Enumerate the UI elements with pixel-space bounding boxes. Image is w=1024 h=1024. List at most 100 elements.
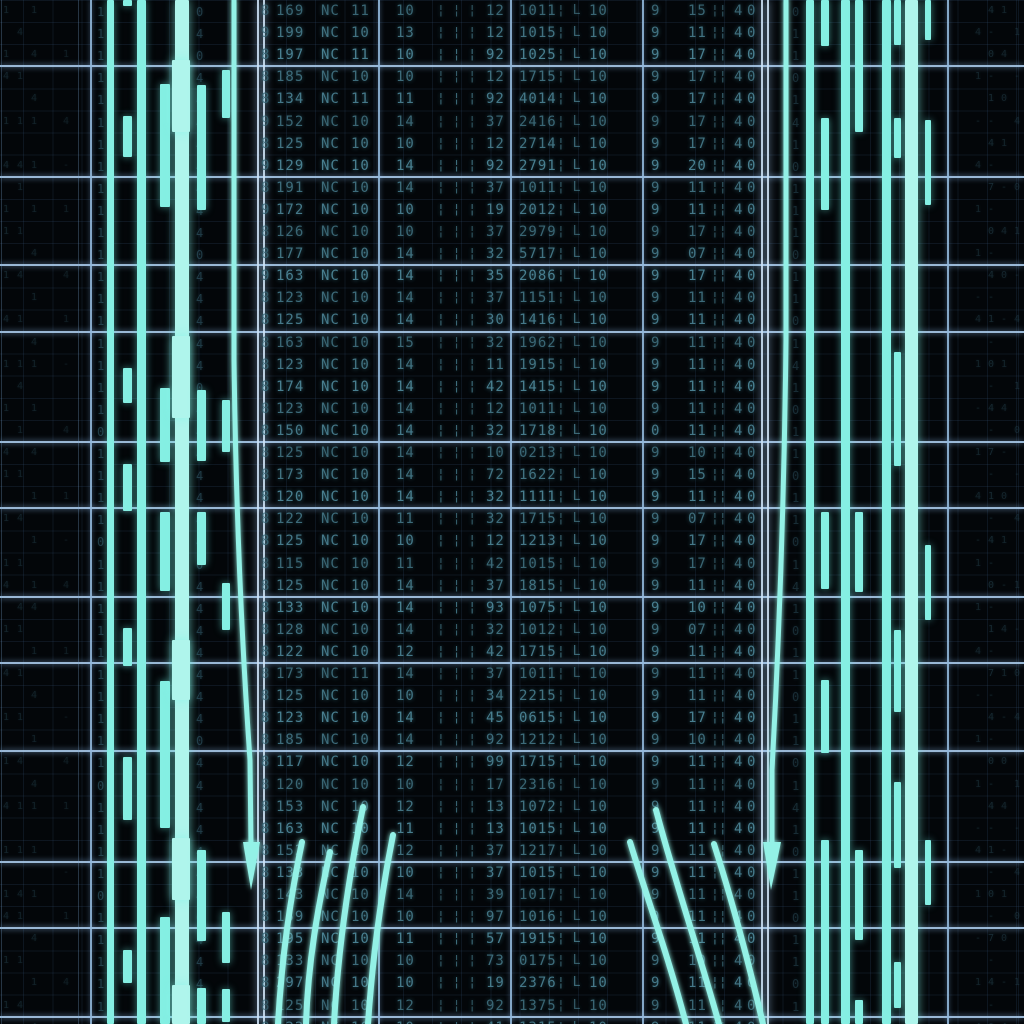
cell-id: 199 <box>276 25 305 42</box>
faint-digit: - <box>1001 579 1008 591</box>
faint-digit: 0 <box>792 911 800 926</box>
faint-digit: 4 <box>17 513 24 525</box>
faint-digit: 1 <box>97 800 105 815</box>
faint-digit: 1 <box>792 491 800 506</box>
faint-digit: 1 <box>97 623 105 638</box>
cell-value-7: 17 <box>688 268 707 285</box>
faint-digit: 1 <box>792 712 800 727</box>
faint-digit: 1 <box>988 93 995 105</box>
cell-value-1: 10 <box>351 25 370 42</box>
cell-pipe-separator: ¦¦ <box>711 91 727 107</box>
cell-const-zero: 0 <box>747 334 757 351</box>
faint-digit: - <box>988 292 995 304</box>
faint-digit: 4 <box>31 248 38 260</box>
faint-digit: 0 <box>1014 181 1021 193</box>
cell-l-flag: ¦ L <box>557 511 581 527</box>
cell-value-4: 1962 <box>519 334 557 351</box>
cell-value-6: 0 <box>651 422 661 439</box>
cell-value-5: 10 <box>589 91 608 108</box>
table-row: 8 150 NC 10 14 ¦ ¦ ¦ 32 1718 ¦ L 10 0 11 ¦¦ 4 0 <box>0 420 1024 442</box>
cell-lead-digit: 8 <box>261 3 271 19</box>
cell-value-3: 32 <box>486 422 505 439</box>
cell-value-7: 07 <box>688 246 707 263</box>
cell-pipe-separator: ¦ ¦ ¦ <box>437 268 477 284</box>
faint-digit: - <box>1001 712 1008 724</box>
cell-value-3: 37 <box>486 179 505 196</box>
faint-digit: 4 <box>196 336 204 351</box>
cell-const-zero: 0 <box>747 511 757 528</box>
cell-nc-code: NC <box>321 400 340 417</box>
grid-line-vertical <box>642 0 644 1024</box>
cell-nc-code: NC <box>321 555 340 572</box>
cell-id: 133 <box>276 599 305 616</box>
cell-l-flag: ¦ L <box>557 91 581 107</box>
cell-id: 123 <box>276 290 305 307</box>
cell-const-four: 4 <box>734 577 744 594</box>
faint-digit: 0 <box>1001 933 1008 945</box>
faint-digit: 1 <box>31 844 38 856</box>
cell-id: 173 <box>276 467 305 484</box>
cell-l-flag: ¦ L <box>557 69 581 85</box>
grid-line-vertical <box>263 0 265 1024</box>
cell-const-zero: 0 <box>747 3 757 19</box>
cell-value-7: 07 <box>688 511 707 528</box>
cell-const-four: 4 <box>734 467 744 484</box>
cell-value-5: 10 <box>589 69 608 86</box>
cell-pipe-separator: ¦¦ <box>711 268 727 284</box>
cell-nc-code: NC <box>321 577 340 594</box>
cell-l-flag: ¦ L <box>557 334 581 350</box>
faint-digit: 0 <box>196 248 204 263</box>
faint-digit: 4 <box>792 358 800 373</box>
faint-digit: 1 <box>97 955 105 970</box>
cell-pipe-separator: ¦ ¦ ¦ <box>437 135 477 151</box>
cell-lead-digit: 8 <box>261 533 271 550</box>
faint-digit: 1 <box>63 203 70 215</box>
faint-digit: 1 <box>97 668 105 682</box>
faint-digit: 1 <box>31 579 38 591</box>
faint-digit: 4 <box>3 668 10 679</box>
table-row: 9 152 NC 10 14 ¦ ¦ ¦ 37 2416 ¦ L 10 9 17 ¦¦ 4 0 <box>0 111 1024 133</box>
cell-value-7: 11 <box>688 422 707 439</box>
table-row: 8 134 NC 11 11 ¦ ¦ ¦ 92 4014 ¦ L 10 9 17 ¦¦ 4 0 <box>0 88 1024 110</box>
faint-digit: - <box>988 778 995 790</box>
cell-value-4: 1011 <box>519 179 557 196</box>
faint-digit: 1 <box>975 601 982 613</box>
faint-digit: 1 <box>17 71 24 83</box>
faint-digit: 0 <box>792 71 800 86</box>
cell-value-3: 12 <box>486 533 505 550</box>
faint-digit: 0 <box>97 424 105 439</box>
faint-digit: 0 <box>988 1022 994 1024</box>
cell-id: 185 <box>276 69 305 86</box>
cell-l-flag: ¦ L <box>557 290 581 306</box>
cell-value-2: 10 <box>396 533 415 550</box>
cell-value-1: 10 <box>351 400 370 417</box>
cell-id: 129 <box>276 157 305 174</box>
faint-digit: 1 <box>97 491 105 506</box>
cell-nc-code: NC <box>321 467 340 484</box>
faint-digit: 1 <box>31 734 38 746</box>
cell-value-2: 14 <box>396 290 415 307</box>
cell-value-3: 32 <box>486 489 505 506</box>
cell-value-5: 10 <box>589 533 608 550</box>
faint-digit: 0 <box>988 889 995 900</box>
faint-digit: 1 <box>97 645 105 660</box>
cell-pipe-separator: ¦ ¦ ¦ <box>437 511 477 527</box>
cell-id: 174 <box>276 378 305 395</box>
cell-value-5: 10 <box>589 25 608 42</box>
cell-pipe-separator: ¦¦ <box>711 422 727 438</box>
faint-digit: 1 <box>17 623 24 635</box>
faint-digit: 0 <box>792 756 800 771</box>
cell-value-5: 10 <box>589 467 608 484</box>
faint-digit: 1 <box>975 778 982 790</box>
faint-digit: - <box>1001 844 1008 856</box>
faint-digit: - <box>63 866 70 878</box>
cell-pipe-separator: ¦¦ <box>711 179 727 195</box>
faint-digit: 1 <box>17 358 24 370</box>
faint-digit: 1 <box>97 27 105 42</box>
cell-value-5: 10 <box>589 445 608 461</box>
cell-const-zero: 0 <box>747 555 757 572</box>
cell-l-flag: ¦ L <box>557 246 581 262</box>
cell-const-four: 4 <box>734 113 744 130</box>
table-row: 8 169 NC 11 10 ¦ ¦ ¦ 12 1011 ¦ L 10 9 15 ¦¦ 4 0 <box>0 0 1024 22</box>
faint-digit: 1 <box>1001 358 1008 370</box>
